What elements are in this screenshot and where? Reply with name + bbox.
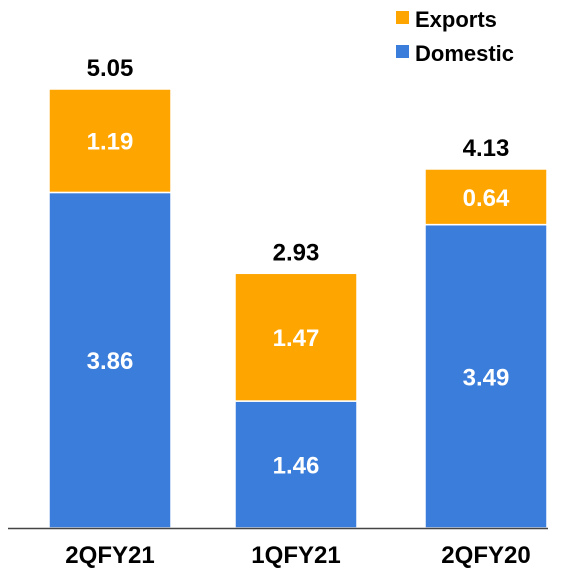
segment-label-exports-2qfy20: 0.64 — [463, 185, 510, 212]
x-tick-label-2qfy20: 2QFY20 — [441, 542, 530, 569]
segment-label-domestic-1qfy21: 1.46 — [273, 453, 320, 480]
total-label-2qfy20: 4.13 — [463, 135, 510, 162]
x-tick-label-2qfy21: 2QFY21 — [65, 542, 154, 569]
legend-label-domestic: Domestic — [415, 41, 514, 66]
segment-label-exports-1qfy21: 1.47 — [273, 325, 320, 352]
total-label-2qfy21: 5.05 — [87, 55, 134, 82]
bar-segment-exports-1qfy21 — [234, 272, 358, 402]
legend-swatch-exports — [396, 11, 409, 24]
bar-segment-domestic-2qfy20 — [424, 223, 548, 529]
segment-label-domestic-2qfy21: 3.86 — [87, 348, 134, 375]
bar-segment-domestic-2qfy21 — [48, 191, 172, 529]
total-label-1qfy21: 2.93 — [273, 239, 320, 266]
segment-label-exports-2qfy21: 1.19 — [87, 129, 134, 156]
legend-label-exports: Exports — [415, 7, 497, 32]
x-tick-label-1qfy21: 1QFY21 — [251, 542, 340, 569]
segment-label-domestic-2qfy20: 3.49 — [463, 364, 510, 391]
legend-swatch-domestic — [396, 45, 409, 58]
bar-segment-exports-2qfy20 — [424, 168, 548, 226]
bar-segment-exports-2qfy21 — [48, 88, 172, 194]
